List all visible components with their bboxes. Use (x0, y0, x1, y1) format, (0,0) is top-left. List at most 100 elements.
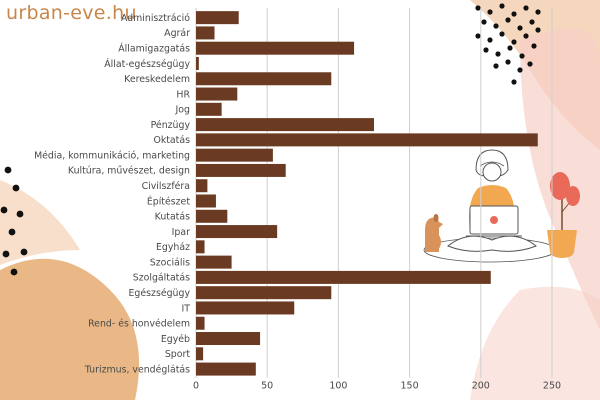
bar (196, 209, 228, 223)
blob-3 (0, 258, 140, 400)
bar (196, 255, 232, 269)
category-label: Szociális (150, 257, 190, 268)
category-label: Pénzügy (151, 120, 191, 131)
bar (196, 56, 199, 70)
category-label: Építészet (147, 195, 190, 207)
dot (529, 19, 535, 25)
x-tick-label: 200 (472, 381, 490, 392)
category-label: Kultúra, művészet, design (68, 166, 190, 177)
bar (196, 240, 205, 254)
dot (499, 31, 505, 37)
dot (495, 51, 501, 57)
category-label: Egyház (156, 242, 190, 253)
dot (505, 59, 511, 65)
dog-icon (425, 214, 443, 252)
dot (8, 228, 16, 236)
bar (196, 41, 355, 55)
bar (196, 347, 204, 361)
dot (517, 67, 523, 73)
category-label: Egészségügy (129, 288, 191, 299)
dot (519, 53, 525, 59)
dot (535, 27, 541, 33)
bar (196, 225, 278, 239)
category-label: Kutatás (155, 212, 190, 223)
bar (196, 133, 538, 147)
grid-lines (195, 8, 553, 378)
brand-logo-text: urban-eve.hu (6, 2, 137, 24)
bar (196, 332, 261, 346)
dot (511, 79, 517, 85)
bar (196, 72, 332, 86)
category-label: IT (182, 303, 191, 314)
bar (196, 148, 273, 162)
x-axis-tick-labels: 0 50 100 150 200 250 (193, 381, 561, 392)
dot (523, 5, 529, 11)
bar (196, 26, 215, 40)
category-label: Jog (175, 105, 191, 116)
bar (196, 163, 286, 177)
dot (12, 184, 20, 192)
dot (481, 19, 487, 25)
x-tick-label: 250 (543, 381, 561, 392)
category-labels: Adminisztráció Agrár Államigazgatás Állat-e… (34, 13, 190, 375)
dot (487, 9, 493, 15)
bar (196, 118, 374, 132)
dot (511, 39, 517, 45)
dot (493, 63, 499, 69)
category-label: Adminisztráció (121, 13, 190, 24)
dot (523, 33, 529, 39)
category-label: Ipar (172, 227, 190, 238)
category-label: Kereskedelem (124, 74, 190, 85)
category-label: Turizmus, vendéglátás (84, 364, 190, 375)
dot (483, 47, 489, 53)
category-label: Média, kommunikáció, marketing (34, 150, 190, 161)
category-label: Állat-egészségügy (104, 58, 190, 70)
category-label: Agrár (164, 28, 190, 39)
bar (196, 270, 491, 284)
category-label: HR (176, 89, 190, 100)
x-tick-label: 0 (193, 381, 199, 392)
dot (475, 5, 481, 11)
bar (196, 362, 256, 376)
dot (487, 37, 493, 43)
dot (511, 11, 517, 17)
x-tick-label: 100 (329, 381, 347, 392)
blob-4 (0, 180, 80, 265)
dot (10, 268, 18, 276)
dot (2, 250, 10, 258)
decorative-dots (0, 3, 541, 276)
bar (196, 301, 295, 315)
bar (196, 87, 238, 101)
bar (196, 179, 208, 193)
dot (16, 210, 24, 218)
dot (499, 3, 505, 9)
dot (0, 206, 8, 214)
bar (196, 11, 239, 25)
bar (196, 194, 216, 208)
category-label: Oktatás (153, 135, 190, 146)
bar (196, 102, 222, 116)
dot (493, 23, 499, 29)
bar (196, 316, 205, 330)
dot (531, 43, 537, 49)
bar (196, 286, 332, 300)
blob-2 (470, 286, 600, 400)
category-label: Rend- és honvédelem (88, 319, 190, 330)
bars (196, 11, 538, 376)
category-label: Sport (165, 349, 190, 360)
dot (475, 33, 481, 39)
dot (535, 9, 541, 15)
category-label: Egyéb (161, 334, 190, 345)
potted-plant-icon (547, 172, 580, 258)
dot (517, 25, 523, 31)
category-label: Államigazgatás (118, 43, 190, 55)
dot (507, 45, 513, 51)
category-label: Szolgáltatás (133, 273, 190, 284)
dot (20, 248, 28, 256)
dot (527, 61, 533, 67)
dot (4, 166, 12, 174)
x-tick-label: 50 (261, 381, 273, 392)
dot (505, 17, 511, 23)
x-tick-label: 150 (401, 381, 419, 392)
